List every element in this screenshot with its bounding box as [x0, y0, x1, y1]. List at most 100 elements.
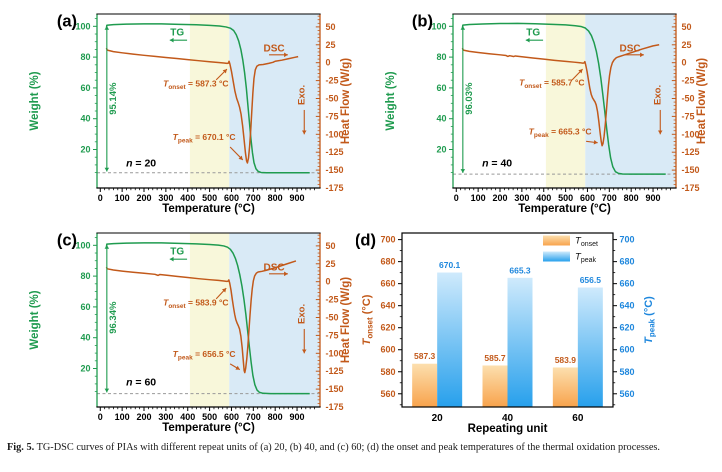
- right-tick-label: 50: [326, 241, 336, 251]
- x-tick-label: 900: [290, 412, 305, 422]
- dsc-curve: [461, 44, 660, 147]
- plot-frame: [401, 232, 614, 408]
- left-tick-label: 560: [380, 389, 395, 399]
- panel-label: (c): [57, 232, 77, 250]
- y-axis-label-heatflow: Heat Flow (W/g): [696, 58, 708, 144]
- oxidation-onset-shaded-region: [189, 14, 230, 188]
- right-tick-label: 560: [620, 389, 635, 399]
- exo-label: Exo.: [296, 304, 307, 324]
- arrowhead: [525, 37, 530, 43]
- right-tick-label: -50: [326, 93, 339, 103]
- peak-annotation: Tpeak = 656.5 °C: [173, 349, 236, 362]
- x-tick-label: 600: [224, 193, 239, 203]
- y-axis-label-heatflow: Heat Flow (W/g): [340, 277, 352, 363]
- x-tick-label: 100: [115, 412, 130, 422]
- peak-value-label: 656.5: [580, 275, 602, 285]
- x-tick-label: 500: [558, 193, 573, 203]
- left-tick-label: 60: [80, 83, 90, 93]
- y-axis-label-weight: Weight (%): [29, 71, 41, 130]
- left-tick-label: 600: [380, 345, 395, 355]
- oxidation-peak-shaded-region: [585, 14, 676, 188]
- onset-bar-20: [412, 363, 438, 407]
- left-tick-label: 60: [80, 302, 90, 312]
- tg-curve: [105, 23, 310, 174]
- bar-chart-d: 560 560 580 580 600 600 620 620 640 640 660 660 680 6…: [356, 232, 657, 436]
- x-tick-label: 700: [602, 193, 617, 203]
- legend-swatch-onset: [543, 235, 570, 246]
- arrowhead: [460, 26, 466, 30]
- right-tick-label: 580: [620, 367, 635, 377]
- panel-b-tg-dsc-n40: 0 100 200 300 400 500 600 700 800 900 20 40 60 80 100 5…: [356, 0, 717, 219]
- peak-value-label: 670.1: [439, 260, 461, 270]
- peak-bar-60: [577, 287, 603, 407]
- right-tick-label: -100: [326, 348, 344, 358]
- arrowhead: [593, 140, 598, 145]
- right-tick-label: -150: [682, 165, 700, 175]
- right-tick-label: -25: [326, 295, 339, 305]
- arrowhead: [221, 288, 227, 293]
- x-tick-label: 300: [158, 193, 173, 203]
- x-tick-label: 0: [98, 412, 103, 422]
- x-axis-label: Repeating unit: [468, 423, 548, 435]
- right-tick-label: -100: [326, 129, 344, 139]
- arrowhead: [222, 69, 227, 74]
- x-tick-label: 500: [202, 193, 217, 203]
- left-tick-label: 20: [80, 145, 90, 155]
- onset-value-label: 585.7: [484, 353, 506, 363]
- x-tick-label: 600: [224, 412, 239, 422]
- category-label: 20: [432, 413, 444, 424]
- caption-text: TG-DSC curves of PIAs with different rep…: [36, 442, 661, 453]
- x-tick-label: 800: [624, 193, 639, 203]
- left-tick-label: 80: [436, 52, 446, 62]
- x-tick-label: 800: [268, 193, 283, 203]
- arrowhead: [460, 169, 466, 173]
- x-tick-label: 900: [290, 193, 305, 203]
- arrowhead: [104, 388, 110, 393]
- left-tick-label: 680: [380, 257, 395, 267]
- left-tick-label: 620: [380, 323, 395, 333]
- right-tick-label: 660: [620, 279, 635, 289]
- peak-annotation: Tpeak = 670.1 °C: [173, 132, 236, 145]
- x-tick-label: 200: [136, 193, 151, 203]
- onset-value-label: 587.3: [414, 351, 436, 361]
- x-axis-label: Temperature (°C): [518, 203, 611, 215]
- onset-bar-60: [552, 367, 578, 407]
- panel-label: (a): [57, 13, 77, 31]
- exo-label: Exo.: [652, 85, 663, 105]
- onset-bar-40: [482, 365, 508, 407]
- right-tick-label: -25: [326, 76, 339, 86]
- right-tick-label: 25: [682, 40, 692, 50]
- tg-curve-label: TG: [170, 246, 184, 257]
- right-tick-label: -125: [326, 366, 344, 376]
- tg-curve: [105, 242, 310, 395]
- caption-figure-number: Fig. 5.: [7, 442, 35, 453]
- exo-label: Exo.: [296, 85, 307, 105]
- weight-loss-percent-label: 96.34%: [108, 301, 119, 334]
- right-tick-label: -100: [682, 129, 700, 139]
- weight-loss-percent-label: 96.03%: [464, 82, 475, 115]
- x-tick-label: 600: [580, 193, 595, 203]
- left-tick-label: 640: [380, 301, 395, 311]
- y-axis-label-peak: Tpeak (°C): [643, 296, 657, 344]
- repeat-unit-label: n = 40: [482, 157, 512, 169]
- x-tick-label: 0: [98, 193, 103, 203]
- x-tick-label: 200: [492, 193, 507, 203]
- right-tick-label: 600: [620, 345, 635, 355]
- onset-annotation: Tonset = 587.3 °C: [163, 78, 228, 91]
- left-tick-label: 40: [80, 333, 90, 343]
- right-tick-label: 640: [620, 301, 635, 311]
- arrowhead: [235, 365, 240, 370]
- tg-curve-label: TG: [170, 27, 184, 38]
- dsc-curve: [105, 260, 297, 374]
- x-tick-label: 300: [158, 412, 173, 422]
- x-tick-label: 200: [136, 412, 151, 422]
- peak-annotation: Tpeak = 665.3 °C: [529, 126, 592, 139]
- dsc-curve: [105, 47, 299, 164]
- oxidation-peak-shaded-region: [229, 233, 320, 407]
- category-label: 40: [502, 413, 514, 424]
- arrowhead: [578, 69, 583, 74]
- x-axis-label: Temperature (°C): [162, 203, 255, 215]
- arrowhead: [104, 167, 110, 172]
